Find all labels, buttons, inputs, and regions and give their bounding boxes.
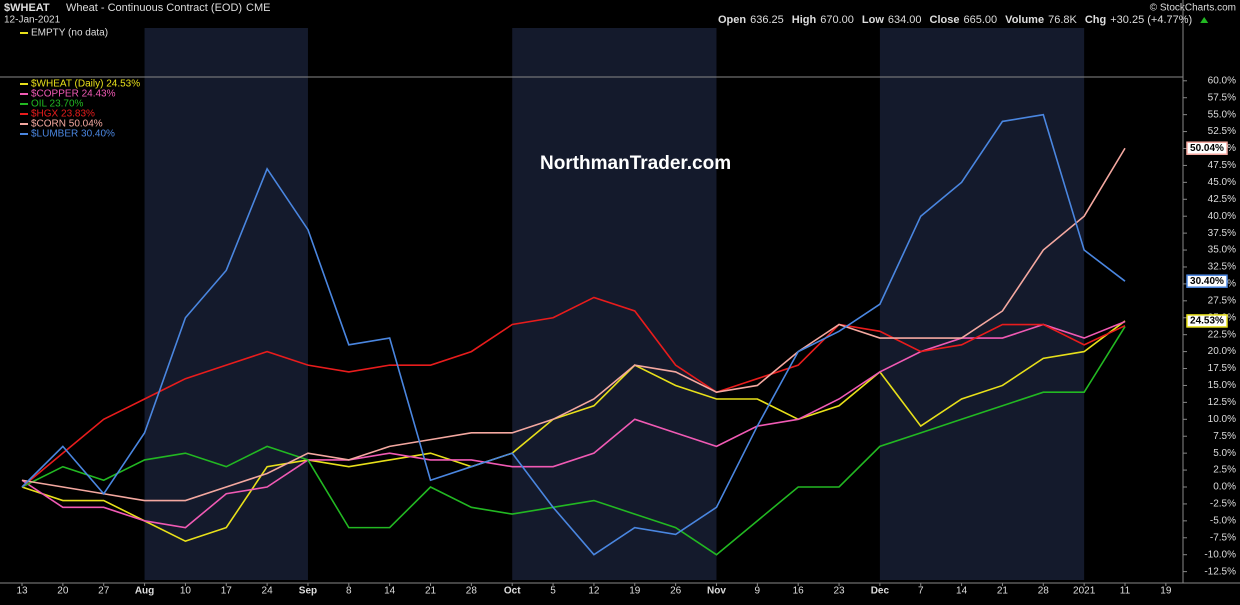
x-tick-label: 21 (997, 586, 1009, 597)
y-tick-label: 42.5% (1208, 194, 1236, 205)
y-tick-label: 52.5% (1208, 126, 1236, 137)
x-tick-label: Sep (299, 586, 317, 597)
quote-value: 76.8K (1048, 14, 1077, 26)
x-tick-label: 11 (1120, 586, 1131, 597)
symbol: $WHEAT (4, 2, 50, 14)
x-tick-label: 14 (384, 586, 396, 597)
quote-label: Chg (1085, 14, 1106, 26)
month-band (879, 28, 1085, 580)
y-tick-label: 47.5% (1208, 160, 1236, 171)
month-bands (144, 28, 1085, 580)
quote-label: Low (862, 14, 884, 26)
y-tick-label: 40.0% (1208, 211, 1236, 222)
quote-value: +30.25 (+4.77%) (1110, 14, 1192, 26)
y-tick-label: 15.0% (1208, 380, 1236, 391)
x-tick-label: 14 (956, 586, 968, 597)
up-arrow (1200, 17, 1209, 23)
value-label: 30.40% (1190, 276, 1224, 287)
y-tick-label: 22.5% (1208, 329, 1236, 340)
x-tick-label: 9 (755, 586, 761, 597)
y-tick-label: -7.5% (1210, 532, 1236, 543)
y-tick-label: 55.0% (1208, 109, 1236, 120)
x-tick-label: 28 (1038, 586, 1050, 597)
x-tick-label: 2021 (1073, 586, 1096, 597)
exchange: CME (246, 2, 270, 14)
series-line (21, 326, 1126, 556)
quote-label: High (792, 14, 817, 26)
description: Wheat - Continuous Contract (EOD) (66, 2, 242, 14)
y-tick-label: 0.0% (1213, 482, 1236, 493)
x-tick-label: 5 (550, 586, 556, 597)
y-tick-label: 60.0% (1208, 75, 1236, 86)
y-tick-label: 37.5% (1208, 228, 1236, 239)
x-tick-label: 28 (466, 586, 478, 597)
y-tick-label: 5.0% (1213, 448, 1236, 459)
month-band (144, 28, 308, 580)
watermark: NorthmanTrader.com (540, 153, 731, 174)
value-label: 24.53% (1190, 316, 1224, 327)
quote-label: Volume (1005, 14, 1044, 26)
value-label: 50.04% (1190, 143, 1224, 154)
x-tick-label: Oct (504, 586, 521, 597)
x-tick-label: 16 (793, 586, 805, 597)
y-tick-label: -10.0% (1204, 549, 1236, 560)
quote-value: 670.00 (820, 14, 854, 26)
x-tick-label: 26 (670, 586, 682, 597)
date: 12-Jan-2021 (4, 15, 61, 26)
series-line (21, 296, 1126, 488)
legend-entry: $LUMBER 30.40% (31, 129, 115, 140)
quote-value: 665.00 (964, 14, 998, 26)
x-tick-label: 21 (425, 586, 437, 597)
x-tick-label: 7 (918, 586, 924, 597)
x-tick-label: Dec (871, 586, 890, 597)
y-tick-label: 20.0% (1208, 346, 1236, 357)
quote-value: 636.25 (750, 14, 784, 26)
empty-legend: EMPTY (no data) (31, 28, 108, 39)
x-tick-label: 10 (180, 586, 192, 597)
quote-label: Open (718, 14, 746, 26)
value-label-box (1186, 314, 1228, 328)
quote-value: 634.00 (888, 14, 922, 26)
x-tick-label: Aug (135, 586, 154, 597)
y-tick-label: 57.5% (1208, 92, 1236, 103)
x-tick-label: 17 (221, 586, 233, 597)
x-tick-label: 19 (1160, 586, 1172, 597)
y-tick-label: 32.5% (1208, 262, 1236, 273)
y-tick-label: 45.0% (1208, 177, 1236, 188)
x-tick-label: 20 (57, 586, 69, 597)
series-line (21, 320, 1126, 543)
y-tick-label: 7.5% (1213, 431, 1236, 442)
value-label-box (1186, 274, 1228, 288)
series-line (21, 320, 1126, 529)
legend-entry: $COPPER 24.43% (31, 89, 116, 100)
legend-entry: $CORN 50.04% (31, 119, 103, 130)
x-tick-label: 23 (833, 586, 845, 597)
x-tick-label: 8 (346, 586, 352, 597)
x-tick-label: 12 (588, 586, 600, 597)
y-tick-label: -5.0% (1210, 515, 1236, 526)
x-tick-label: Nov (707, 586, 726, 597)
y-tick-label: 35.0% (1208, 245, 1236, 256)
quote-label: Close (930, 14, 960, 26)
y-tick-label: 27.5% (1208, 295, 1236, 306)
legend-entry: $WHEAT (Daily) 24.53% (31, 79, 140, 90)
y-tick-label: -2.5% (1210, 499, 1236, 510)
y-tick-label: 17.5% (1208, 363, 1236, 374)
x-tick-label: 19 (629, 586, 641, 597)
y-tick-label: 2.5% (1213, 465, 1236, 476)
x-tick-label: 27 (98, 586, 110, 597)
value-label-box (1186, 141, 1228, 155)
x-tick-label: 24 (262, 586, 274, 597)
y-tick-label: 12.5% (1208, 397, 1236, 408)
legend-entry: OIL 23.70% (31, 99, 84, 110)
legend-entry: $HGX 23.83% (31, 109, 95, 120)
series-line (21, 147, 1126, 502)
x-tick-label: 13 (16, 586, 28, 597)
y-tick-label: 10.0% (1208, 414, 1236, 425)
series-line (21, 113, 1126, 556)
copyright: © StockCharts.com (1150, 3, 1236, 14)
quote: Open 636.25 High 670.00 Low 634.00 Close 665.00… (718, 14, 1209, 26)
y-tick-label: -12.5% (1204, 566, 1236, 577)
